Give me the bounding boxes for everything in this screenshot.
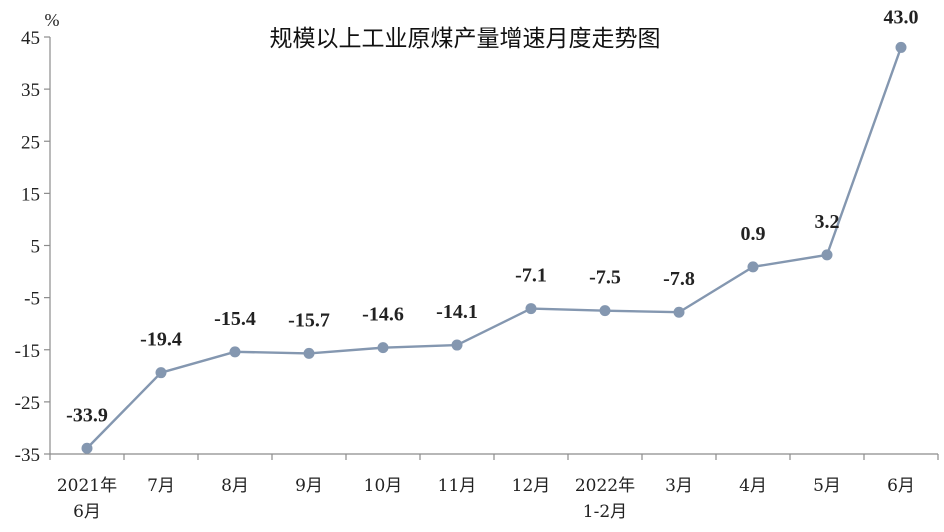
x-axis-ticks: 2021年 6月 7月 8月 9月 10月 11月 12月 2022年 1-2月 3月 4月 5月 6月 (49, 454, 939, 522)
data-label: -14.1 (436, 301, 478, 323)
data-labels: -33.9 -19.4 -15.4 -15.7 -14.6 -14.1 -7.1 -7.5 -7… (66, 6, 918, 426)
data-point (451, 339, 463, 351)
data-label: -7.1 (515, 265, 547, 287)
data-point (599, 305, 611, 317)
x-tick-label: 5月 (813, 476, 841, 496)
x-tick-label: 4月 (739, 476, 767, 496)
data-point (229, 346, 241, 358)
data-label: -33.9 (66, 404, 108, 426)
y-tick-label: -15 (15, 341, 40, 362)
data-label: 43.0 (884, 6, 919, 28)
x-tick-label: 6月 (887, 476, 915, 496)
data-point (525, 303, 537, 315)
x-tick-label: 10月 (364, 476, 403, 496)
data-label: 3.2 (815, 211, 840, 233)
x-tick-label: 8月 (221, 476, 249, 496)
data-points (81, 41, 907, 454)
series-line-group (86, 47, 903, 450)
y-tick-label: 15 (21, 184, 40, 205)
y-tick-label: -5 (24, 289, 40, 310)
x-tick-label: 2022年 (575, 476, 635, 496)
y-tick-label: 25 (21, 132, 40, 153)
x-tick-label: 1-2月 (583, 502, 627, 522)
data-label: -15.7 (288, 309, 330, 331)
data-point (303, 347, 315, 359)
data-point (377, 342, 389, 354)
x-tick-label: 9月 (295, 476, 323, 496)
x-tick-label: 6月 (73, 502, 101, 522)
data-point (81, 442, 93, 454)
data-label: -14.6 (362, 304, 404, 326)
x-tick-label: 11月 (438, 476, 477, 496)
data-label: -19.4 (140, 329, 182, 351)
y-tick-label: 45 (21, 28, 40, 49)
data-label: 0.9 (741, 223, 766, 245)
y-axis-ticks: 45 35 25 15 5 -5 -15 -25 -35 (15, 28, 50, 466)
data-label: -15.4 (214, 308, 256, 330)
chart-axes (49, 37, 938, 455)
data-point (747, 261, 759, 273)
data-point (821, 249, 833, 261)
series-line (86, 47, 903, 450)
data-label: -7.8 (663, 268, 695, 290)
x-tick-label: 12月 (512, 476, 551, 496)
chart-title: 规模以上工业原煤产量增速月度走势图 (270, 26, 661, 52)
y-tick-label: -25 (15, 393, 40, 414)
data-point (673, 306, 685, 318)
y-tick-label: 35 (21, 80, 40, 101)
data-label: -7.5 (589, 267, 621, 289)
x-tick-label: 2021年 (57, 476, 117, 496)
y-axis-unit-label: % (45, 10, 60, 30)
data-point (895, 41, 907, 53)
x-tick-label: 7月 (147, 476, 175, 496)
x-tick-label: 3月 (665, 476, 693, 496)
y-tick-label: -35 (15, 445, 40, 466)
y-tick-label: 5 (31, 237, 41, 258)
data-point (155, 367, 167, 379)
